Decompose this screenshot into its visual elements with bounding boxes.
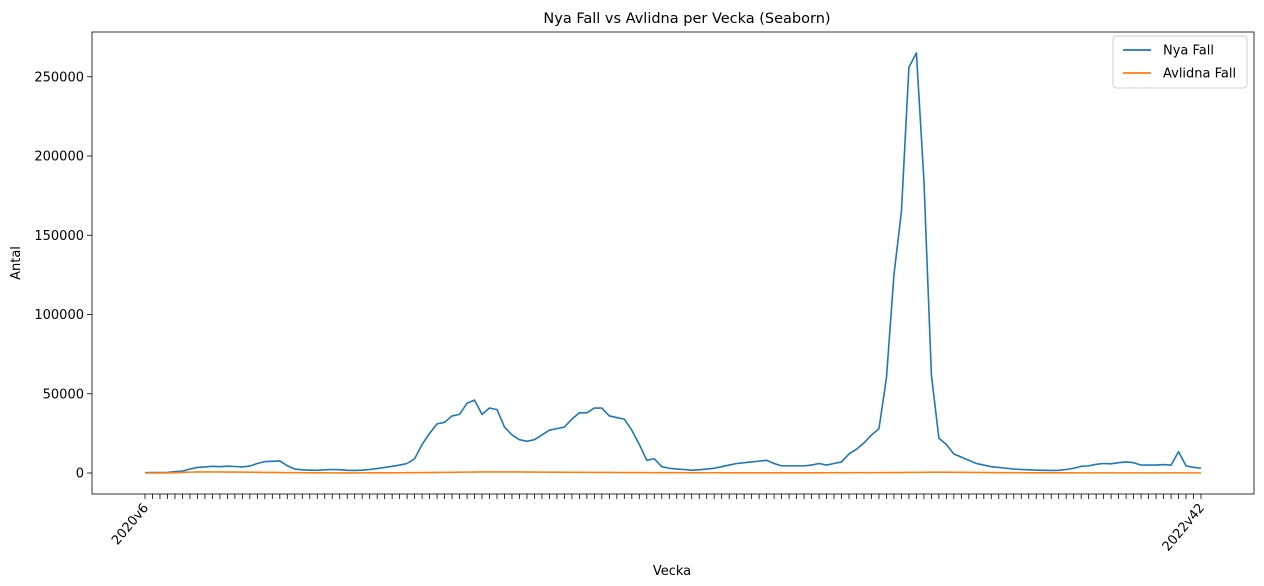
series-line-nya-fall [144,52,1202,474]
y-axis-label: Antal [9,246,24,280]
y-tick-label: 50000 [43,387,84,402]
y-tick-label: 150000 [34,229,84,244]
y-tick-label: 100000 [34,308,84,323]
chart-title: Nya Fall vs Avlidna per Vecka (Seaborn) [543,11,830,27]
legend-label: Avlidna Fall [1163,67,1236,82]
legend: Nya Fall Avlidna Fall [1112,35,1248,89]
y-tick-label: 0 [76,467,84,482]
x-axis-label: Vecka [653,564,691,579]
y-tick-label: 250000 [34,70,84,85]
y-axis: 0 50000 100000 150000 200000 250000 [34,70,92,482]
x-axis: 2020v6 2022v42 [109,494,1208,554]
x-tick-label: 2022v42 [1160,501,1208,555]
y-tick-label: 200000 [34,150,84,165]
x-tick-label: 2020v6 [109,501,152,548]
series-layer [144,52,1202,474]
plot-frame [91,31,1255,495]
legend-label: Nya Fall [1163,44,1214,59]
legend-box [1112,35,1248,89]
plot-area [91,31,1255,495]
series-line-avlidna-fall [145,471,1201,474]
